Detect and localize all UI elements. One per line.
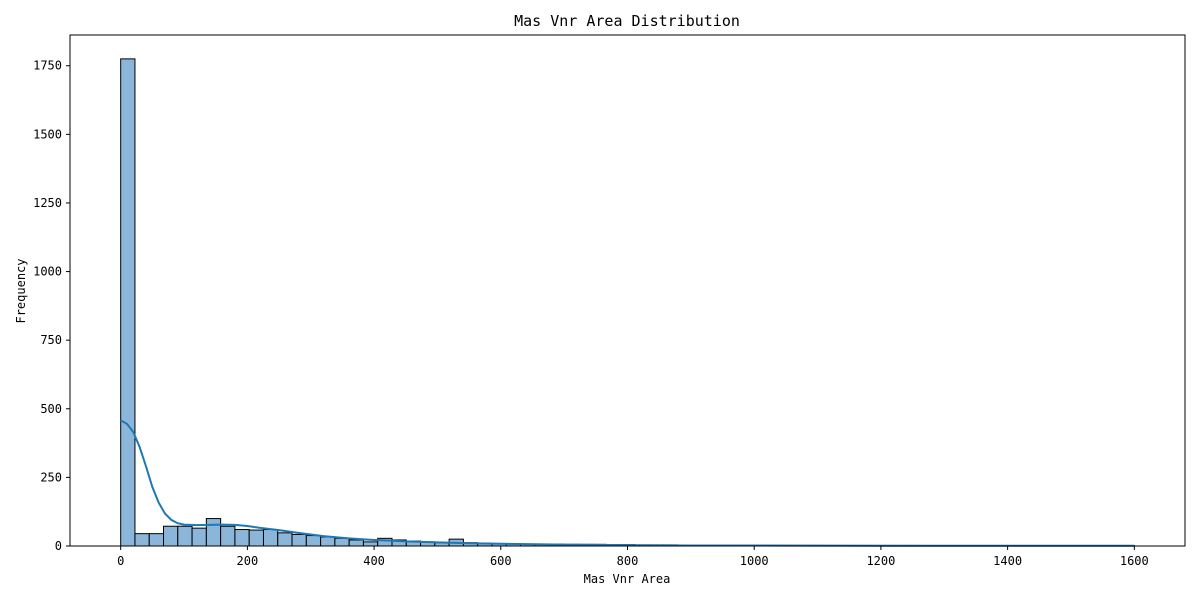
histogram-bar <box>148 533 165 547</box>
histogram-bar <box>220 525 236 547</box>
histogram-bar <box>234 529 250 547</box>
histogram-bar <box>334 537 350 547</box>
x-tick-label: 1400 <box>993 554 1022 568</box>
x-tick-label: 1600 <box>1120 554 1149 568</box>
x-tick-label: 200 <box>237 554 259 568</box>
histogram-bar <box>291 533 307 547</box>
x-axis-label: Mas Vnr Area <box>584 572 671 586</box>
y-tick-label: 1750 <box>33 59 62 73</box>
y-tick-label: 1000 <box>33 265 62 279</box>
histogram-bar <box>277 532 293 547</box>
histogram-bars <box>120 58 1136 547</box>
x-tick-label: 1000 <box>740 554 769 568</box>
histogram-bar <box>348 539 364 547</box>
x-tick-label: 800 <box>617 554 639 568</box>
histogram-bar <box>305 535 322 547</box>
histogram-bar <box>248 529 264 547</box>
y-tick-label: 750 <box>40 333 62 347</box>
histogram-bar <box>134 533 150 547</box>
x-tick-label: 600 <box>490 554 512 568</box>
x-tick-label: 1200 <box>866 554 895 568</box>
y-tick-label: 250 <box>40 470 62 484</box>
histogram-bar <box>177 525 193 547</box>
x-tick-label: 0 <box>117 554 124 568</box>
histogram-bar <box>320 536 336 547</box>
histogram-bar <box>205 518 222 547</box>
y-tick-label: 1500 <box>33 127 62 141</box>
histogram-bar <box>362 541 379 547</box>
y-axis: 0 250 500 750 1000 1250 1500 1750 <box>33 59 70 553</box>
chart-title: Mas Vnr Area Distribution <box>514 12 740 30</box>
x-tick-label: 400 <box>363 554 385 568</box>
plot-area <box>69 34 1186 547</box>
y-tick-label: 500 <box>40 402 62 416</box>
histogram-bar <box>163 525 179 547</box>
plot-frame <box>69 34 1186 547</box>
kde-curve <box>120 419 1135 547</box>
y-tick-label: 0 <box>55 539 62 553</box>
histogram-bar <box>191 527 207 547</box>
histogram-bar <box>262 529 279 547</box>
y-axis-label: Frequency <box>14 258 28 323</box>
x-axis: 0 200 400 600 800 1000 1200 1400 1600 <box>117 546 1149 568</box>
y-tick-label: 1250 <box>33 196 62 210</box>
histogram-bar <box>120 58 136 547</box>
